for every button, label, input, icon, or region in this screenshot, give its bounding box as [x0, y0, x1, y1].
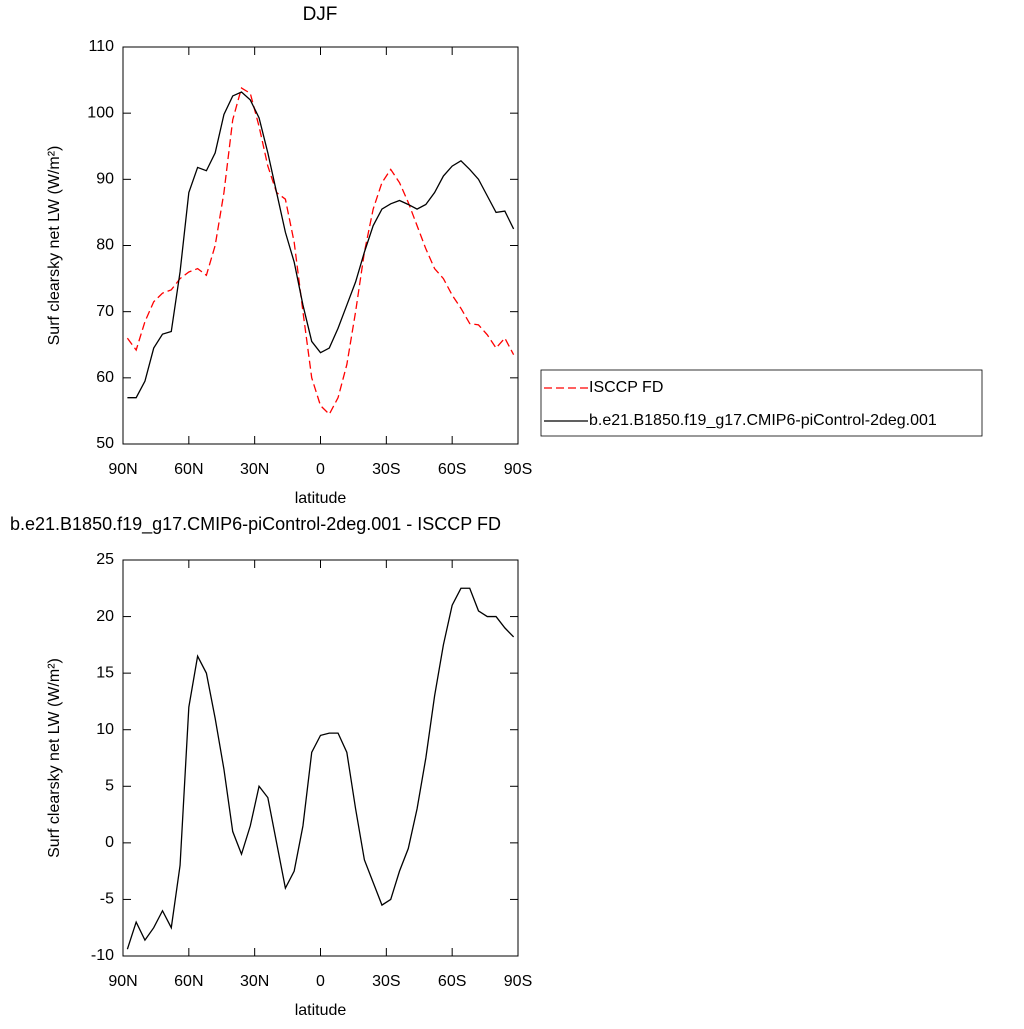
x-tick-label: 90N: [108, 973, 137, 990]
plot-frame: [122, 559, 519, 957]
y-tick-label: 25: [96, 551, 114, 568]
y-axis-label: Surf clearsky net LW (W/m²): [46, 658, 63, 858]
data-line: [126, 587, 515, 950]
y-tick-label: 50: [96, 435, 114, 452]
x-axis-label: latitude: [295, 490, 347, 507]
x-tick-label: 30S: [372, 461, 400, 478]
y-tick-label: 5: [105, 778, 114, 795]
y-tick-label: 15: [96, 664, 114, 681]
y-tick-label: 80: [96, 237, 114, 254]
y-tick-label: 100: [87, 104, 114, 121]
legend-label: b.e21.B1850.f19_g17.CMIP6-piControl-2deg…: [589, 412, 937, 429]
x-tick-label: 0: [316, 973, 325, 990]
data-line: [126, 87, 515, 416]
x-axis-label: latitude: [295, 1002, 347, 1019]
y-tick-label: 20: [96, 608, 114, 625]
legend-box: [540, 369, 983, 437]
chart-title: b.e21.B1850.f19_g17.CMIP6-piControl-2deg…: [10, 514, 501, 535]
x-tick-label: 30N: [240, 973, 269, 990]
x-tick-label: 30S: [372, 973, 400, 990]
y-tick-label: 0: [105, 834, 114, 851]
y-tick-label: 60: [96, 369, 114, 386]
y-tick-label: 90: [96, 171, 114, 188]
x-tick-label: 90N: [108, 461, 137, 478]
y-tick-label: 10: [96, 721, 114, 738]
plot-frame: [122, 46, 519, 445]
x-tick-label: 60N: [174, 461, 203, 478]
x-tick-label: 90S: [504, 461, 532, 478]
y-tick-label: 70: [96, 303, 114, 320]
x-tick-label: 60S: [438, 973, 466, 990]
x-tick-label: 90S: [504, 973, 532, 990]
x-tick-label: 0: [316, 461, 325, 478]
x-tick-label: 60N: [174, 973, 203, 990]
y-axis-label: Surf clearsky net LW (W/m²): [46, 146, 63, 346]
chart-title: DJF: [303, 4, 338, 25]
y-tick-label: -10: [91, 947, 114, 964]
data-line: [127, 91, 515, 399]
legend-label: ISCCP FD: [589, 379, 663, 396]
x-tick-label: 60S: [438, 461, 466, 478]
y-tick-label: 110: [88, 38, 114, 55]
y-tick-label: -5: [100, 891, 114, 908]
x-tick-label: 30N: [240, 461, 269, 478]
